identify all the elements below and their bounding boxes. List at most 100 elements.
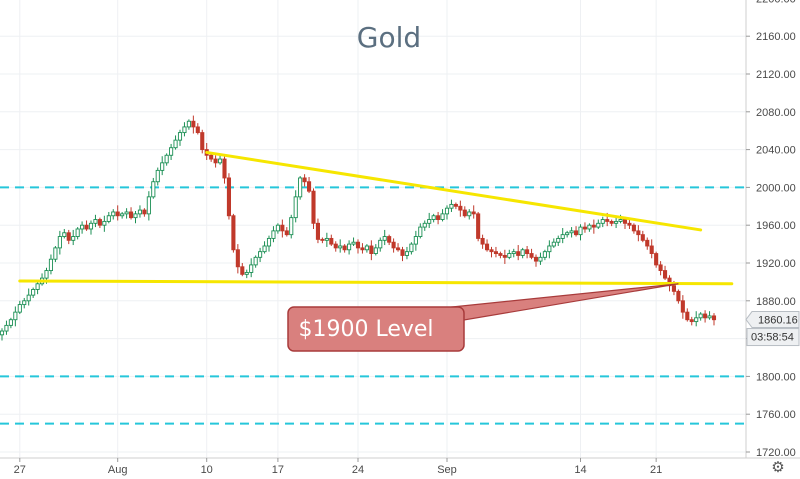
- candle-body: [191, 120, 196, 128]
- x-tick-label: 27: [14, 464, 26, 476]
- candle-body: [97, 219, 102, 226]
- candle-body: [507, 253, 512, 258]
- candle-body: [422, 222, 427, 228]
- candle-body: [62, 232, 67, 237]
- candle-body: [382, 236, 387, 241]
- candle-body: [115, 211, 120, 217]
- candle-body: [511, 251, 516, 255]
- candle-body: [209, 154, 214, 160]
- candle-body: [253, 256, 258, 266]
- candle-body: [516, 251, 521, 256]
- candle-body: [347, 243, 352, 251]
- candle-body: [449, 203, 454, 209]
- settings-gear-icon[interactable]: ⚙: [771, 458, 785, 476]
- candle-body: [703, 313, 708, 319]
- candle-body: [658, 264, 663, 272]
- candle-body: [694, 317, 699, 323]
- candle-body: [360, 247, 365, 251]
- candle-body: [311, 190, 316, 224]
- candle-body: [547, 245, 552, 253]
- candle-body: [195, 126, 200, 134]
- y-tick-label: 2160.00: [756, 31, 796, 43]
- candle-body: [155, 169, 160, 183]
- y-tick-label: 1760.00: [756, 409, 796, 421]
- candle-body: [538, 256, 543, 262]
- candle-body: [320, 238, 325, 241]
- candle-body: [565, 232, 570, 236]
- candle-body: [649, 245, 654, 255]
- y-tick-label: 1880.00: [756, 296, 796, 308]
- candle-body: [400, 249, 405, 256]
- trendline-descending: [205, 150, 703, 232]
- countdown-value: 03:58:54: [751, 332, 794, 344]
- candle-body: [551, 241, 556, 247]
- candle-body: [26, 294, 31, 302]
- candle-body: [444, 207, 450, 215]
- candle-body: [378, 239, 383, 249]
- candle-body: [440, 213, 445, 220]
- candle-body: [587, 224, 592, 230]
- callout[interactable]: $1900 Level: [287, 283, 679, 352]
- candle-body: [622, 219, 628, 224]
- candle-body: [315, 222, 321, 240]
- candle-body: [124, 211, 129, 215]
- candle-body: [355, 241, 361, 249]
- candle-body: [258, 251, 263, 258]
- candle-body: [471, 211, 476, 215]
- candle-body: [217, 158, 223, 164]
- candle-body: [35, 283, 40, 290]
- candle-body: [244, 272, 249, 275]
- candle-body: [13, 311, 18, 321]
- candle-body: [640, 234, 645, 241]
- candle-body: [605, 219, 610, 222]
- candle-body: [289, 217, 294, 236]
- x-tick-label: Aug: [108, 464, 128, 476]
- candle-body: [222, 158, 227, 179]
- candle-body: [342, 245, 347, 251]
- candle-body: [293, 196, 298, 219]
- last-price-bg: [745, 311, 800, 329]
- candle-body: [671, 285, 676, 292]
- candle-body: [271, 230, 276, 239]
- candle-body: [235, 249, 240, 268]
- candle-body: [556, 237, 561, 243]
- candle-body: [302, 177, 307, 183]
- candle-body: [489, 249, 494, 253]
- candle-body: [169, 147, 174, 156]
- candle-body: [609, 220, 614, 224]
- candle-body: [262, 245, 267, 253]
- candle-body: [44, 270, 49, 279]
- x-tick-label: 10: [201, 464, 213, 476]
- trendlines[interactable]: [18, 150, 734, 286]
- candle-body: [373, 247, 378, 255]
- x-tick-label: 17: [272, 464, 284, 476]
- candle-body: [520, 249, 525, 256]
- grid: [0, 0, 746, 458]
- candle-body: [645, 239, 650, 247]
- candle-body: [614, 220, 619, 224]
- callout-pointer: [450, 283, 679, 321]
- candle-body: [4, 324, 9, 332]
- y-tick-label: 2080.00: [756, 107, 796, 119]
- trendline-support: [18, 279, 734, 286]
- candle-body: [413, 236, 418, 245]
- candles: [0, 115, 717, 341]
- y-tick-label: 2120.00: [756, 69, 796, 81]
- candle-body: [128, 211, 134, 219]
- candle-body: [142, 209, 147, 215]
- candle-body: [102, 220, 107, 226]
- x-tick-label: 21: [650, 464, 662, 476]
- candle-body: [453, 203, 458, 207]
- y-tick-label: 2200.00: [756, 0, 796, 5]
- candle-body: [698, 313, 703, 319]
- candle-body: [48, 258, 53, 272]
- candle-body: [480, 237, 485, 245]
- candle-body: [409, 243, 414, 253]
- candle-body: [493, 251, 499, 255]
- candle-body: [284, 230, 289, 236]
- y-axis-labels: 1720.001760.001800.001840.001880.001920.…: [746, 0, 796, 459]
- candle-body: [582, 226, 587, 230]
- candle-body: [600, 219, 605, 224]
- candle-body: [560, 234, 565, 239]
